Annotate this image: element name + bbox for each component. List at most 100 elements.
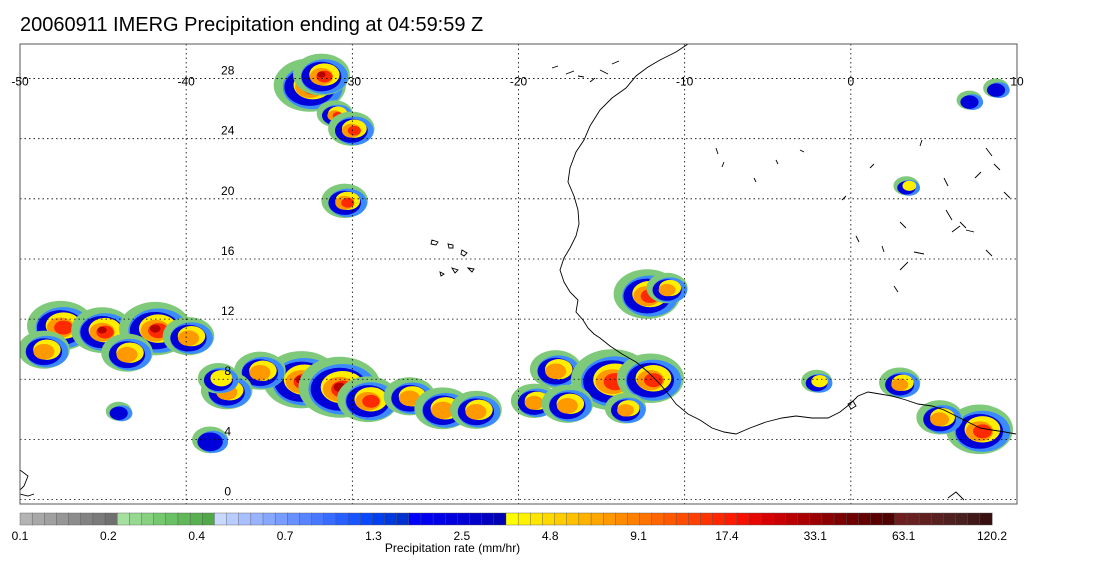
axis-tick-labels: -50 -40 -30 -20 -10 0 10 0 4 8 12 16 20 24 28 — [11, 64, 1024, 499]
precip-contour — [249, 364, 271, 381]
colorbar-swatch — [603, 512, 616, 526]
graticule — [20, 44, 1017, 504]
precip-contour — [398, 390, 421, 407]
colorbar-swatch — [542, 512, 556, 526]
colorbar-swatch — [299, 512, 313, 526]
colorbar-swatch — [214, 512, 227, 526]
precip-cell — [321, 183, 368, 219]
colorbar-swatch — [821, 512, 835, 526]
lat-tick-label: 4 — [224, 424, 231, 438]
precip-cell — [983, 78, 1010, 99]
colorbar-swatch — [432, 512, 446, 526]
precip-contour — [197, 432, 223, 452]
precip-cell — [162, 317, 215, 356]
colorbar-title: Precipitation rate (mm/hr) — [384, 541, 521, 555]
colorbar-swatch — [517, 512, 531, 526]
precip-contour — [524, 395, 544, 410]
colorbar-swatch — [554, 512, 568, 526]
colorbar-swatch — [894, 512, 908, 526]
colorbar-swatch — [92, 512, 106, 526]
colorbar-swatch — [566, 512, 580, 526]
precip-cell — [893, 176, 921, 196]
map-frame — [19, 43, 1018, 505]
colorbar-tick-label: 0.2 — [100, 529, 117, 543]
colorbar-swatch — [797, 512, 811, 526]
precip-cell — [616, 353, 684, 404]
precip-contour — [960, 95, 979, 109]
colorbar-tick-label: 17.4 — [715, 529, 739, 543]
colorbar-swatch — [688, 512, 701, 526]
precip-contour — [431, 401, 455, 419]
colorbar-swatch — [129, 512, 142, 526]
precip-cell — [101, 333, 153, 372]
colorbar-swatch — [311, 512, 325, 526]
colorbar-swatch — [262, 512, 276, 526]
colorbar-tick-label: 0.7 — [277, 529, 294, 543]
colorbar-swatch — [979, 512, 993, 526]
lat-tick-label: 20 — [221, 184, 235, 198]
lat-tick-label: 16 — [221, 244, 235, 258]
precipitation-layer — [20, 53, 1013, 455]
lon-tick-label: -10 — [676, 75, 694, 89]
colorbar-swatch — [590, 512, 604, 526]
lon-tick-label: -40 — [177, 75, 195, 89]
colorbar-swatch — [104, 512, 118, 526]
precip-contour — [556, 398, 578, 414]
lon-tick-label: 10 — [1010, 75, 1024, 89]
colorbar-swatch — [931, 512, 944, 526]
colorbar-swatch — [651, 512, 665, 526]
colorbar-swatch — [165, 512, 179, 526]
colorbar-swatch — [360, 512, 373, 526]
precip-cell — [336, 376, 399, 423]
colorbar-swatch — [189, 512, 203, 526]
africa-coastline — [559, 44, 1017, 435]
inland-features — [715, 139, 1011, 293]
colorbar-swatch — [141, 512, 155, 526]
colorbar-swatch — [724, 512, 738, 526]
colorbar-swatch — [457, 512, 470, 526]
colorbar-swatch — [967, 512, 981, 526]
colorbar-swatch — [56, 512, 70, 526]
colorbar-swatch — [615, 512, 628, 526]
precip-contour — [54, 320, 73, 335]
colorbar-swatch — [116, 512, 130, 526]
precip-cell — [192, 426, 229, 454]
precip-contour — [891, 378, 909, 391]
lon-tick-label: -30 — [344, 75, 362, 89]
precip-contour — [317, 71, 326, 78]
colorbar: 0.1 0.2 0.4 0.7 1.3 2.5 4.8 9.1 17.4 33.1 63.1 120.… — [12, 512, 1007, 543]
precip-cell — [646, 272, 688, 304]
colorbar-swatch — [809, 512, 823, 526]
colorbar-swatch — [153, 512, 167, 526]
map-title: 20060911 IMERG Precipitation ending at 0… — [20, 14, 484, 36]
precip-contour — [109, 406, 128, 421]
colorbar-swatch — [493, 512, 507, 526]
colorbar-swatch — [481, 512, 495, 526]
precip-contour — [811, 375, 828, 388]
precip-contour — [902, 180, 917, 191]
colorbar-swatch — [396, 512, 410, 526]
precip-contour — [545, 363, 567, 379]
precip-contour — [362, 394, 380, 408]
colorbar-swatch — [918, 512, 932, 526]
colorbar-tick-label: 0.4 — [188, 529, 205, 543]
precip-cell — [293, 53, 350, 96]
colorbar-swatch — [274, 512, 288, 526]
west-coast-south-america — [20, 469, 965, 501]
lat-tick-label: 0 — [224, 484, 231, 498]
colorbar-swatch — [226, 512, 240, 526]
precip-contour — [973, 424, 992, 439]
colorbar-swatch — [785, 512, 799, 526]
colorbar-tick-label: 9.1 — [630, 529, 647, 543]
colorbar-swatch — [384, 512, 398, 526]
colorbar-swatch — [906, 512, 920, 526]
colorbar-swatch — [68, 512, 82, 526]
colorbar-swatch — [530, 512, 543, 526]
colorbar-swatch — [19, 512, 33, 526]
colorbar-swatch — [858, 512, 871, 526]
colorbar-swatch — [347, 512, 361, 526]
precip-contour — [465, 404, 487, 420]
precip-contour — [347, 125, 361, 136]
colorbar-swatch — [700, 512, 713, 526]
